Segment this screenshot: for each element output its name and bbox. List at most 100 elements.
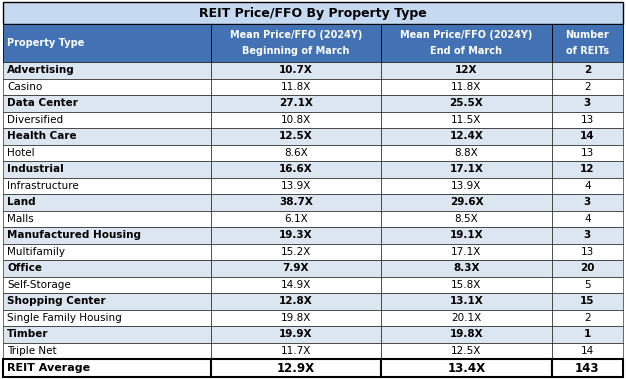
Text: 11.7X: 11.7X (281, 346, 311, 356)
Text: 2: 2 (584, 313, 591, 323)
Text: 19.8X: 19.8X (449, 329, 483, 339)
Bar (3, 326, 211, 343)
Text: 10.7X: 10.7X (279, 65, 313, 75)
Bar (381, 210, 552, 227)
Text: REIT Price/FFO By Property Type: REIT Price/FFO By Property Type (199, 6, 427, 19)
Bar (3, 111, 211, 128)
Bar (381, 326, 552, 343)
Bar (211, 177, 381, 194)
Text: 14.9X: 14.9X (281, 280, 311, 290)
Text: 17.1X: 17.1X (449, 164, 483, 174)
Bar (211, 277, 381, 293)
Text: 29.6X: 29.6X (449, 197, 483, 207)
Bar (3, 277, 211, 293)
Bar (552, 326, 623, 343)
Text: 13.4X: 13.4X (448, 362, 486, 374)
Text: Self-Storage: Self-Storage (7, 280, 71, 290)
Text: 20: 20 (580, 263, 595, 273)
Bar (211, 293, 381, 310)
Bar (552, 24, 623, 62)
Text: 13.1X: 13.1X (449, 296, 483, 306)
Text: Beginning of March: Beginning of March (242, 46, 350, 56)
Text: 3: 3 (583, 197, 591, 207)
Text: 27.1X: 27.1X (279, 98, 313, 108)
Bar (3, 95, 211, 111)
Bar (381, 310, 552, 326)
Text: 19.9X: 19.9X (279, 329, 313, 339)
Bar (211, 210, 381, 227)
Bar (3, 243, 211, 260)
Text: 4: 4 (584, 214, 591, 224)
Text: 2: 2 (583, 65, 591, 75)
Text: 11.8X: 11.8X (281, 82, 311, 92)
Bar (381, 260, 552, 277)
Text: Single Family Housing: Single Family Housing (7, 313, 121, 323)
Text: 13: 13 (581, 148, 594, 158)
Text: 8.6X: 8.6X (284, 148, 308, 158)
Bar (211, 161, 381, 177)
Text: Mean Price/FFO (2024Y): Mean Price/FFO (2024Y) (230, 30, 362, 41)
Text: Health Care: Health Care (7, 131, 76, 141)
Text: 12.5X: 12.5X (279, 131, 313, 141)
Bar (3, 293, 211, 310)
Bar (211, 260, 381, 277)
Text: Land: Land (7, 197, 36, 207)
Bar (3, 144, 211, 161)
Bar (381, 194, 552, 210)
Bar (3, 24, 211, 62)
Text: 143: 143 (575, 362, 600, 374)
Bar (381, 78, 552, 95)
Text: Property Type: Property Type (7, 38, 85, 48)
Bar (211, 144, 381, 161)
Bar (381, 293, 552, 310)
Text: 12.8X: 12.8X (279, 296, 313, 306)
Text: 2: 2 (584, 82, 591, 92)
Bar (3, 260, 211, 277)
Bar (211, 227, 381, 243)
Text: Number: Number (565, 30, 609, 41)
Bar (381, 177, 552, 194)
Bar (3, 310, 211, 326)
Bar (381, 111, 552, 128)
Bar (211, 111, 381, 128)
Bar (381, 62, 552, 78)
Bar (3, 359, 211, 377)
Bar (381, 359, 552, 377)
Bar (552, 277, 623, 293)
Bar (552, 227, 623, 243)
Bar (552, 343, 623, 359)
Text: 19.8X: 19.8X (281, 313, 311, 323)
Bar (211, 78, 381, 95)
Text: 15.8X: 15.8X (451, 280, 481, 290)
Bar (211, 62, 381, 78)
Text: Advertising: Advertising (7, 65, 74, 75)
Bar (381, 227, 552, 243)
Text: REIT Average: REIT Average (7, 363, 90, 373)
Bar (211, 95, 381, 111)
Text: 6.1X: 6.1X (284, 214, 308, 224)
Text: Mean Price/FFO (2024Y): Mean Price/FFO (2024Y) (400, 30, 533, 41)
Bar (552, 293, 623, 310)
Text: 38.7X: 38.7X (279, 197, 313, 207)
Bar (552, 144, 623, 161)
Bar (552, 128, 623, 144)
Text: 13: 13 (581, 115, 594, 125)
Text: 5: 5 (584, 280, 591, 290)
Bar (3, 177, 211, 194)
Text: Diversified: Diversified (7, 115, 63, 125)
Text: 11.8X: 11.8X (451, 82, 481, 92)
Text: 8.5X: 8.5X (454, 214, 478, 224)
Text: Casino: Casino (7, 82, 42, 92)
Bar (381, 243, 552, 260)
Text: 13.9X: 13.9X (451, 181, 481, 191)
Text: Infrastructure: Infrastructure (7, 181, 79, 191)
Bar (552, 62, 623, 78)
Bar (552, 111, 623, 128)
Bar (3, 78, 211, 95)
Bar (552, 95, 623, 111)
Text: Multifamily: Multifamily (7, 247, 65, 257)
Bar (552, 210, 623, 227)
Text: 12.5X: 12.5X (451, 346, 481, 356)
Bar (3, 210, 211, 227)
Text: 19.3X: 19.3X (279, 230, 313, 240)
